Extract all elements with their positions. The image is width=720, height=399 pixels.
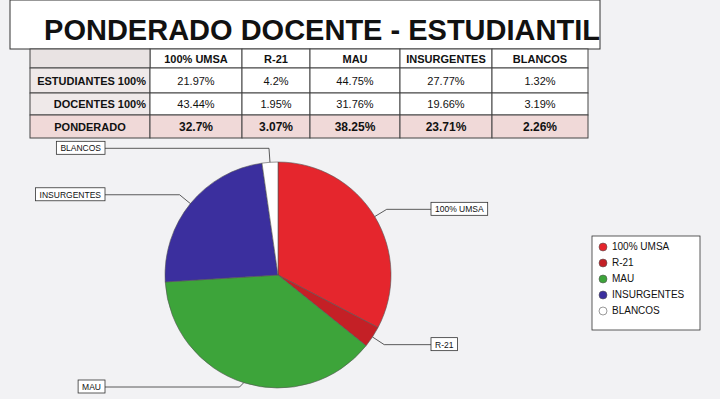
value-cell bbox=[400, 115, 492, 138]
slice-label-box bbox=[431, 338, 457, 351]
header-cell bbox=[400, 49, 492, 68]
row-label-cell bbox=[30, 115, 150, 138]
value-text: 3.07% bbox=[259, 120, 293, 134]
pie-slice bbox=[165, 163, 278, 282]
leader-line bbox=[372, 337, 431, 345]
value-cell bbox=[492, 115, 588, 138]
legend-label: R-21 bbox=[612, 257, 634, 268]
header-text: 100% UMSA bbox=[164, 53, 228, 65]
header-text: BLANCOS bbox=[513, 53, 567, 65]
value-cell bbox=[310, 115, 400, 138]
value-text: 44.75% bbox=[336, 75, 374, 87]
value-text: 1.95% bbox=[260, 98, 291, 110]
pie-slice bbox=[165, 275, 366, 388]
slice-label: R-21 bbox=[435, 340, 454, 350]
value-cell bbox=[242, 115, 310, 138]
value-cell bbox=[150, 68, 242, 93]
value-text: 27.77% bbox=[427, 75, 465, 87]
value-cell bbox=[150, 93, 242, 115]
legend: 100% UMSA R-21 MAU INSURGENTES BLANCOS bbox=[592, 236, 700, 330]
legend-label: MAU bbox=[612, 273, 634, 284]
pie-slice bbox=[262, 162, 278, 275]
slice-label-box bbox=[36, 188, 105, 201]
header-cell bbox=[310, 49, 400, 68]
slice-label-box bbox=[56, 141, 105, 154]
value-text: 1.32% bbox=[524, 75, 555, 87]
title-box bbox=[10, 0, 600, 49]
leader-line bbox=[375, 209, 431, 216]
row-label-cell bbox=[30, 68, 150, 93]
value-text: 21.97% bbox=[177, 75, 215, 87]
value-text: 19.66% bbox=[427, 98, 465, 110]
legend-box bbox=[592, 236, 700, 330]
value-text: 38.25% bbox=[335, 120, 376, 134]
value-text: 4.2% bbox=[263, 75, 288, 87]
value-cell bbox=[242, 93, 310, 115]
leader-line bbox=[105, 148, 270, 162]
slice-label: MAU bbox=[82, 382, 101, 392]
header-cell bbox=[242, 49, 310, 68]
canvas: PONDERADO DOCENTE - ESTUDIANTIL100% UMSA… bbox=[0, 0, 720, 399]
row-label: PONDERADO bbox=[54, 121, 126, 133]
value-text: 32.7% bbox=[179, 120, 213, 134]
value-cell bbox=[492, 93, 588, 115]
row-label: ESTUDIANTES 100% bbox=[37, 75, 146, 87]
table: 100% UMSA R-21 MAU INSURGENTES BLANCOS ESTUDI… bbox=[30, 49, 588, 138]
value-cell bbox=[310, 68, 400, 93]
legend-marker bbox=[599, 259, 607, 267]
row-label-cell bbox=[30, 93, 150, 115]
value-text: 23.71% bbox=[426, 120, 467, 134]
value-text: 2.26% bbox=[523, 120, 557, 134]
header-cell bbox=[492, 49, 588, 68]
legend-marker bbox=[599, 307, 607, 315]
leader-line bbox=[105, 195, 190, 204]
value-text: 43.44% bbox=[177, 98, 215, 110]
title: PONDERADO DOCENTE - ESTUDIANTIL bbox=[44, 14, 600, 46]
row-label: DOCENTES 100% bbox=[54, 98, 147, 110]
leader-line bbox=[105, 383, 244, 387]
legend-label: 100% UMSA bbox=[612, 241, 670, 252]
value-text: 31.76% bbox=[336, 98, 374, 110]
corner-cell bbox=[30, 49, 150, 68]
slice-label: 100% UMSA bbox=[435, 204, 484, 214]
value-cell bbox=[400, 93, 492, 115]
slice-label-box bbox=[78, 380, 105, 393]
value-cell bbox=[400, 68, 492, 93]
slice-label-box bbox=[431, 202, 488, 215]
value-cell bbox=[492, 68, 588, 93]
legend-marker bbox=[599, 275, 607, 283]
value-text: 3.19% bbox=[524, 98, 555, 110]
header-cell bbox=[150, 49, 242, 68]
value-cell bbox=[242, 68, 310, 93]
slice-label: BLANCOS bbox=[60, 143, 101, 153]
callouts: 100% UMSA R-21 MAU INSURGENTES BLANCOS bbox=[36, 141, 488, 393]
legend-label: BLANCOS bbox=[612, 305, 660, 316]
header-text: R-21 bbox=[264, 53, 288, 65]
slice-label: INSURGENTES bbox=[40, 190, 102, 200]
value-cell bbox=[310, 93, 400, 115]
value-cell bbox=[150, 115, 242, 138]
pie bbox=[165, 162, 391, 388]
header-text: MAU bbox=[342, 53, 367, 65]
legend-label: INSURGENTES bbox=[612, 289, 685, 300]
header-text: INSURGENTES bbox=[406, 53, 485, 65]
legend-marker bbox=[599, 291, 607, 299]
legend-marker bbox=[599, 243, 607, 251]
